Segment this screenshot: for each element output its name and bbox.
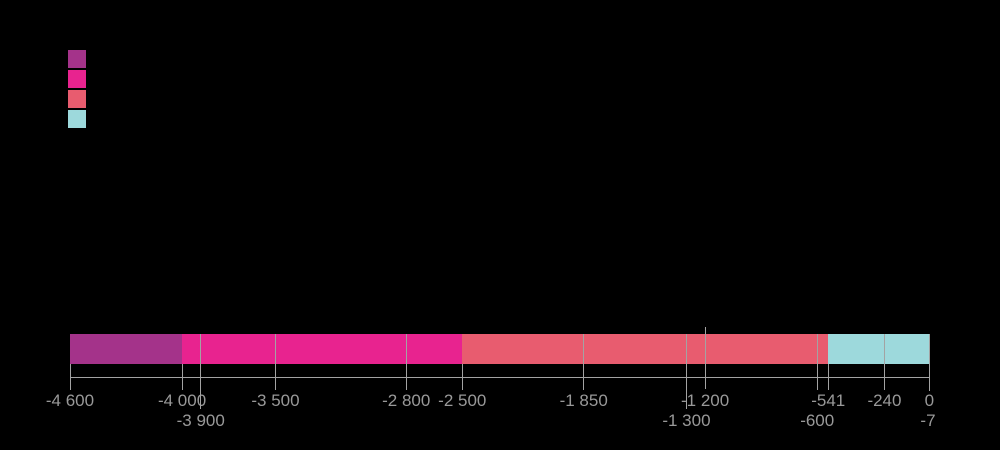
tick-label--7: -7 xyxy=(920,410,936,430)
legend-swatch-series-1[interactable] xyxy=(68,50,86,68)
tick-label--4000: -4 000 xyxy=(157,390,207,410)
tick-line--3900 xyxy=(200,333,202,409)
tick-line-0 xyxy=(928,333,930,391)
tick-label--541: -541 xyxy=(811,390,846,410)
tick-line--600 xyxy=(816,333,818,390)
bar-segment-1[interactable] xyxy=(70,333,183,364)
legend-swatch-series-3[interactable] xyxy=(68,90,86,108)
tick-label--2500: -2 500 xyxy=(438,390,487,410)
legend-swatch-series-2[interactable] xyxy=(68,70,86,88)
tick-label--1850: -1 850 xyxy=(559,390,608,410)
bar-segment-3[interactable] xyxy=(462,333,829,364)
tick-line--240 xyxy=(883,333,885,390)
tick-label--3500: -3 500 xyxy=(251,390,300,410)
tick-label--240: -240 xyxy=(867,390,902,410)
tick-line--541 xyxy=(827,363,829,390)
tick-line--1850 xyxy=(583,333,585,390)
tick-label--600: -600 xyxy=(800,410,835,430)
tick-label--1300: -1 300 xyxy=(662,410,711,430)
tick-line--4600 xyxy=(69,363,71,390)
legend xyxy=(68,50,86,130)
bar-segment-2[interactable] xyxy=(182,333,463,364)
tick-line--2500 xyxy=(461,363,463,390)
tick-line--2800 xyxy=(405,333,407,390)
tick-label--1200: -1 200 xyxy=(681,390,730,410)
tick-line--1300 xyxy=(685,333,687,409)
bar-segment-4[interactable] xyxy=(828,333,930,364)
tick-label--3900: -3 900 xyxy=(176,410,225,430)
tick-label-0: 0 xyxy=(924,390,935,410)
legend-swatch-series-4[interactable] xyxy=(68,110,86,128)
tick-line--3500 xyxy=(274,333,276,390)
tick-line--1200 xyxy=(704,326,706,389)
tick-line--4000 xyxy=(181,363,183,390)
tick-label--4600: -4 600 xyxy=(45,390,95,410)
x-axis-line xyxy=(70,376,930,378)
tick-label--2800: -2 800 xyxy=(382,390,431,410)
